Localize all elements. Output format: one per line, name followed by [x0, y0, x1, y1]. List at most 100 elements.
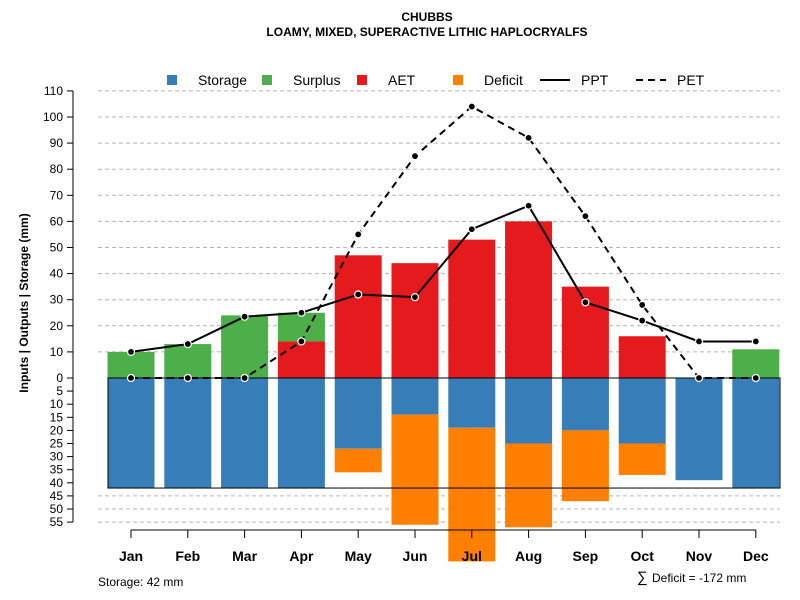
x-tick-label-dec: Dec: [743, 548, 769, 564]
chart-subtitle: LOAMY, MIXED, SUPERACTIVE LITHIC HAPLOCR…: [266, 25, 587, 39]
bar-storage-feb: [164, 378, 212, 489]
y-tick-label: 70: [50, 188, 64, 202]
y-tick-label: 110: [44, 84, 63, 98]
bar-storage-aug: [505, 378, 553, 444]
y-tick-label: 5: [56, 384, 63, 398]
pet-line-point: [126, 373, 136, 383]
chart-title: CHUBBS: [401, 10, 452, 24]
bar-aet-may: [334, 255, 382, 378]
legend-label-storage: Storage: [198, 72, 247, 88]
legend-label-surplus: Surplus: [293, 72, 340, 88]
y-tick-label: 30: [50, 293, 64, 307]
pet-line-point: [240, 373, 249, 383]
legend-label-pet: PET: [677, 72, 705, 88]
y-tick-label: 45: [50, 489, 64, 503]
pet-line-point: [694, 373, 704, 383]
y-tick-label: 60: [50, 214, 64, 228]
deficit-footnote: Deficit = -172 mm: [652, 571, 746, 585]
bar-aet-aug: [505, 221, 553, 378]
legend-swatch-surplus: [262, 75, 272, 85]
ppt-line-point: [297, 308, 306, 317]
axes: 0102030405060708090100110510152025303540…: [43, 84, 769, 564]
ppt-line-point: [581, 298, 590, 307]
pet-line-point: [751, 373, 760, 383]
y-tick-label: 10: [50, 345, 64, 359]
x-tick-label-jan: Jan: [119, 548, 143, 564]
storage-capacity-box: [107, 377, 781, 489]
pet-line-point: [524, 133, 533, 142]
pet-line-point: [581, 212, 590, 221]
gridlines: [98, 90, 780, 523]
pet-line-point: [297, 337, 306, 346]
pet-line: [131, 105, 756, 379]
legend-swatch-deficit: [453, 75, 463, 85]
y-tick-label: 50: [50, 502, 64, 516]
legend-swatch-aet: [357, 75, 367, 85]
x-tick-label-aug: Aug: [515, 548, 542, 564]
bar-surplus-apr: [277, 312, 325, 342]
pet-line-point: [183, 373, 192, 383]
bar-storage-jan: [107, 378, 155, 489]
x-tick-label-oct: Oct: [631, 548, 655, 564]
bar-storage-sep: [561, 378, 609, 431]
bar-deficit-sep: [561, 430, 609, 502]
ppt-line-point: [183, 339, 192, 349]
y-tick-label: 20: [50, 423, 64, 437]
x-tick-label-feb: Feb: [175, 548, 200, 564]
y-tick-label: 40: [50, 267, 64, 281]
ppt-line-point: [751, 337, 760, 346]
bar-storage-nov: [675, 378, 723, 481]
bar-deficit-jun: [391, 414, 439, 525]
y-axis-label: Inputs | Outputs | Storage (mm): [17, 213, 31, 392]
y-tick-label: 100: [43, 110, 63, 124]
bar-storage-jun: [391, 378, 439, 415]
bar-aet-apr: [277, 341, 325, 378]
ppt-line-point: [467, 225, 476, 234]
bar-aet-oct: [618, 336, 666, 378]
bar-surplus-jan: [107, 351, 155, 378]
y-tick-label: 40: [50, 476, 64, 490]
pet-line-point: [410, 152, 420, 161]
legend: Storage Surplus AET Deficit PPT PET: [167, 72, 705, 88]
bar-aet-jul: [448, 239, 496, 378]
ppt-line-point: [354, 290, 363, 299]
deficit-sum-symbol: ∑: [637, 569, 648, 586]
bar-storage-may: [334, 378, 382, 449]
bar-surplus-dec: [732, 349, 780, 378]
legend-swatch-storage: [167, 75, 177, 85]
x-tick-label-mar: Mar: [232, 548, 257, 564]
storage-footnote: Storage: 42 mm: [98, 575, 183, 589]
y-tick-label: 90: [50, 136, 64, 150]
bar-deficit-may: [334, 448, 382, 473]
x-tick-label-jun: Jun: [403, 548, 428, 564]
bar-aet-jun: [391, 263, 439, 378]
ppt-line-point: [240, 312, 249, 321]
pet-line-point: [467, 102, 476, 111]
pet-line-point: [354, 230, 363, 239]
legend-label-deficit: Deficit: [484, 72, 523, 88]
ppt-line: [130, 204, 756, 353]
x-tick-label-jul: Jul: [462, 548, 482, 564]
bar-storage-dec: [732, 378, 780, 489]
bar-storage-oct: [618, 378, 666, 444]
y-tick-label: 25: [50, 437, 64, 451]
legend-label-ppt: PPT: [581, 72, 609, 88]
series-lines: [126, 102, 760, 383]
ppt-line-point: [638, 316, 647, 325]
x-tick-label-nov: Nov: [686, 548, 713, 564]
ppt-line-point: [410, 292, 420, 302]
x-tick-label-apr: Apr: [289, 548, 314, 564]
x-tick-label-may: May: [345, 548, 372, 564]
bar-surplus-feb: [164, 344, 212, 378]
bar-deficit-oct: [618, 443, 666, 475]
bar-deficit-aug: [505, 443, 553, 528]
ppt-line-point: [694, 337, 704, 346]
ppt-line-point: [524, 201, 533, 210]
y-tick-label: 35: [50, 463, 64, 477]
bar-storage-mar: [221, 378, 269, 489]
y-tick-label: 30: [50, 450, 64, 464]
y-tick-label: 10: [50, 397, 64, 411]
y-tick-label: 0: [56, 371, 63, 385]
bar-storage-jul: [448, 378, 496, 428]
